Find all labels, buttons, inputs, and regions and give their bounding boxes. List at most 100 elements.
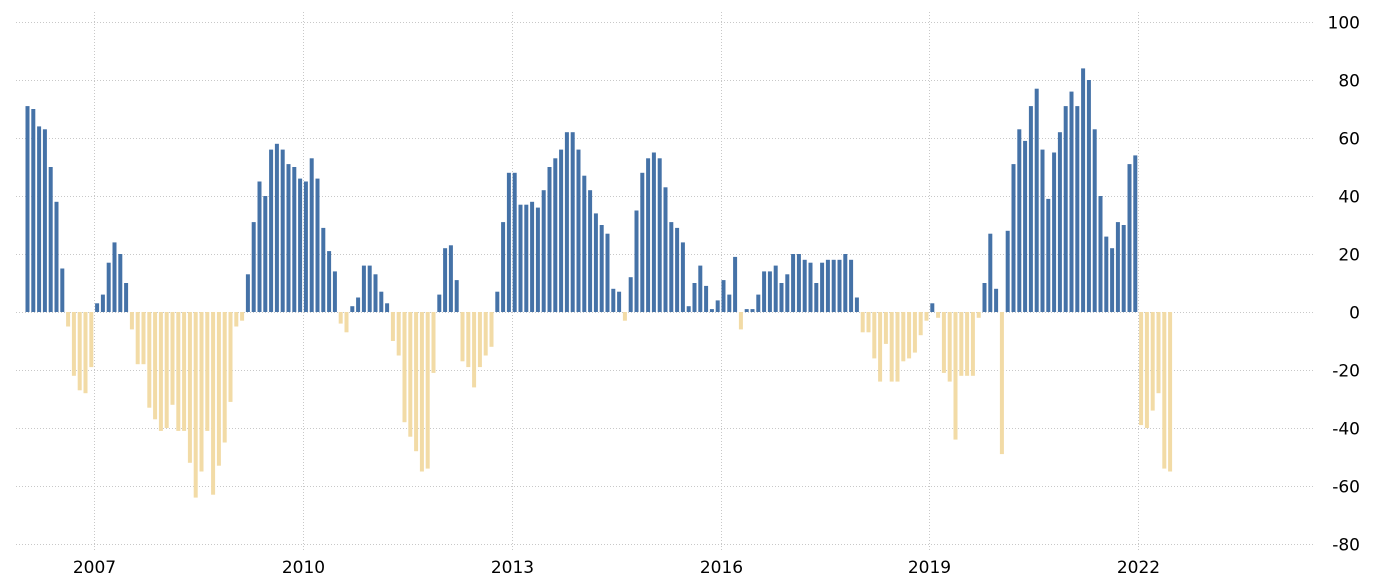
bar-positive bbox=[1046, 198, 1051, 312]
bar-positive bbox=[1063, 106, 1068, 312]
bar-positive bbox=[675, 227, 680, 312]
bar-positive bbox=[332, 271, 337, 312]
bar-positive bbox=[1028, 106, 1033, 312]
bar-negative bbox=[147, 312, 152, 408]
bar-positive bbox=[721, 280, 726, 312]
bar-negative bbox=[158, 312, 163, 431]
bar-positive bbox=[762, 271, 767, 312]
bar-positive bbox=[698, 265, 703, 312]
bar-positive bbox=[303, 181, 308, 312]
bar-negative bbox=[83, 312, 88, 394]
bar-positive bbox=[1098, 196, 1103, 312]
bar-negative bbox=[176, 312, 181, 431]
bar-negative bbox=[77, 312, 82, 391]
bar-positive bbox=[843, 254, 848, 312]
bar-positive bbox=[501, 222, 506, 312]
bar-negative bbox=[170, 312, 175, 405]
bar-negative bbox=[912, 312, 917, 353]
bar-positive bbox=[524, 204, 529, 312]
bar-positive bbox=[530, 201, 535, 312]
bar-negative bbox=[425, 312, 430, 469]
bar-positive bbox=[100, 294, 105, 312]
x-tick-label: 2019 bbox=[908, 558, 951, 578]
bar-positive bbox=[599, 225, 604, 312]
bar-positive bbox=[709, 309, 714, 312]
bar-negative bbox=[164, 312, 169, 428]
bar-positive bbox=[257, 181, 262, 312]
bar-positive bbox=[831, 259, 836, 312]
bar-negative bbox=[1162, 312, 1167, 469]
bar-negative bbox=[936, 312, 941, 318]
bar-negative bbox=[489, 312, 494, 347]
bar-positive bbox=[820, 262, 825, 312]
bar-negative bbox=[953, 312, 958, 440]
bar-negative bbox=[976, 312, 981, 318]
bar-positive bbox=[1115, 222, 1120, 312]
bar-negative bbox=[472, 312, 477, 388]
y-tick-label: 80 bbox=[1338, 72, 1360, 92]
y-tick-label: 60 bbox=[1338, 130, 1360, 150]
bar-positive bbox=[617, 291, 622, 312]
bar-negative bbox=[477, 312, 482, 368]
bar-positive bbox=[686, 306, 691, 312]
bar-positive bbox=[988, 233, 993, 312]
bar-positive bbox=[443, 248, 448, 312]
bar-negative bbox=[895, 312, 900, 382]
bar-positive bbox=[640, 172, 645, 312]
bar-positive bbox=[779, 283, 784, 312]
bar-positive bbox=[535, 207, 540, 312]
bar-positive bbox=[547, 167, 552, 312]
bar-positive bbox=[1081, 68, 1086, 313]
bar-negative bbox=[141, 312, 146, 365]
bar-positive bbox=[796, 254, 801, 312]
bar-positive bbox=[292, 167, 297, 312]
bar-negative bbox=[941, 312, 946, 373]
bar-positive bbox=[60, 268, 65, 312]
bar-negative bbox=[234, 312, 239, 327]
bar-positive bbox=[106, 262, 111, 312]
y-tick-label: -60 bbox=[1332, 478, 1360, 498]
bar-positive bbox=[692, 283, 697, 312]
bar-positive bbox=[744, 309, 749, 312]
bar-negative bbox=[907, 312, 912, 359]
bar-positive bbox=[1057, 132, 1062, 312]
bar-positive bbox=[994, 288, 999, 312]
bar-negative bbox=[187, 312, 192, 463]
bar-negative bbox=[866, 312, 871, 333]
bar-negative bbox=[153, 312, 158, 420]
bar-positive bbox=[269, 149, 274, 312]
bar-positive bbox=[849, 259, 854, 312]
bar-positive bbox=[756, 294, 761, 312]
bar-positive bbox=[454, 280, 459, 312]
bar-positive bbox=[814, 283, 819, 312]
bar-positive bbox=[657, 158, 662, 312]
bar-negative bbox=[483, 312, 488, 356]
bar-positive bbox=[518, 204, 523, 312]
bar-positive bbox=[750, 309, 755, 312]
bar-positive bbox=[808, 262, 813, 312]
bar-negative bbox=[222, 312, 227, 443]
bar-positive bbox=[37, 126, 42, 313]
bar-positive bbox=[704, 285, 709, 312]
bar-positive bbox=[1092, 129, 1097, 312]
bar-positive bbox=[280, 149, 285, 312]
x-tick-label: 2022 bbox=[1117, 558, 1160, 578]
bar-negative bbox=[883, 312, 888, 344]
bar-positive bbox=[245, 274, 250, 312]
bar-positive bbox=[1086, 80, 1091, 312]
bar-negative bbox=[738, 312, 743, 330]
bar-positive bbox=[837, 259, 842, 312]
bar-positive bbox=[309, 158, 314, 312]
bar-negative bbox=[408, 312, 413, 437]
bar-negative bbox=[135, 312, 140, 365]
bar-positive bbox=[1023, 140, 1028, 312]
bar-positive bbox=[1052, 152, 1057, 312]
y-tick-label: 40 bbox=[1338, 188, 1360, 208]
bar-positive bbox=[564, 132, 569, 312]
bar-positive bbox=[298, 178, 303, 312]
bar-positive bbox=[118, 254, 123, 312]
bar-positive bbox=[553, 158, 558, 312]
bar-positive bbox=[42, 129, 47, 312]
bar-positive bbox=[825, 259, 830, 312]
bar-positive bbox=[593, 213, 598, 312]
